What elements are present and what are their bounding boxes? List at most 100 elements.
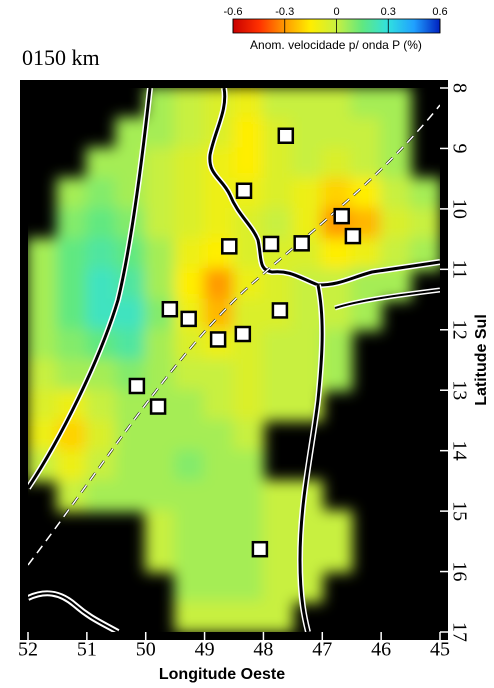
y-tick-label: 16 — [448, 562, 470, 582]
station — [333, 207, 350, 225]
anomaly-cell — [56, 479, 88, 513]
x-tick-label: 48 — [253, 639, 273, 661]
anomaly-cell — [85, 268, 118, 301]
x-tick-label: 50 — [136, 639, 156, 661]
anomaly-cell — [380, 117, 412, 150]
anomaly-cell — [380, 177, 412, 210]
anomaly-cell — [174, 510, 206, 543]
anomaly-cell — [203, 359, 235, 392]
anomaly-cell — [115, 298, 147, 331]
anomaly-cell — [28, 328, 59, 361]
x-tick-label: 49 — [195, 639, 215, 661]
anomaly-cell — [174, 328, 206, 361]
anomaly-cell — [174, 570, 206, 603]
anomaly-cell — [85, 238, 118, 271]
y-tick-label: 9 — [448, 143, 470, 153]
anomaly-cell — [144, 510, 177, 543]
station — [234, 325, 252, 343]
anomaly-cell — [291, 570, 324, 603]
anomaly-cell — [174, 177, 206, 210]
anomaly-cell — [233, 570, 265, 603]
anomaly-cell — [28, 268, 59, 301]
x-tick-label: 46 — [371, 639, 391, 661]
x-tick-label: 45 — [430, 639, 450, 661]
anomaly-cell — [115, 177, 147, 210]
anomaly-cell — [203, 389, 235, 422]
anomaly-field — [28, 88, 440, 632]
station — [221, 238, 238, 255]
border-line — [208, 88, 440, 287]
anomaly-cell — [350, 88, 383, 120]
anomaly-cell — [174, 479, 206, 513]
anomaly-cell — [321, 88, 353, 120]
anomaly-cell — [262, 88, 294, 120]
y-tick-label: 12 — [448, 320, 470, 340]
anomaly-cell — [203, 570, 235, 603]
anomaly-cell — [233, 600, 265, 632]
anomaly-cell — [174, 419, 206, 452]
anomaly-cell — [233, 449, 265, 482]
map-title: 0150 km — [22, 45, 100, 70]
border-line — [298, 284, 324, 632]
colorbar-label: Anom. velocidade p/ onda P (%) — [250, 38, 422, 52]
anomaly-cell — [233, 147, 265, 180]
anomaly-cell — [233, 268, 265, 301]
station — [344, 227, 362, 245]
anomaly-cell — [262, 147, 294, 180]
geographic-lines — [28, 88, 440, 632]
anomaly-cell — [233, 117, 265, 150]
x-tick-label: 52 — [18, 639, 38, 661]
anomaly-cell — [291, 177, 324, 210]
anomaly-cell — [321, 328, 353, 361]
station — [161, 300, 179, 318]
anomaly-cell — [174, 389, 206, 422]
anomaly-cell — [115, 479, 147, 513]
anomaly-cell — [233, 389, 265, 422]
anomaly-cell — [144, 540, 177, 573]
marks — [128, 127, 362, 558]
border-line — [28, 88, 152, 489]
anomaly-cell — [174, 238, 206, 271]
anomaly-cell — [380, 147, 412, 180]
x-axis-label: Longitude Oeste — [159, 666, 285, 683]
anomaly-cell — [409, 177, 440, 210]
anomaly-cell — [144, 419, 177, 452]
colorbar-tick-label: -0.3 — [275, 6, 294, 18]
anomaly-cell — [262, 479, 294, 513]
anomaly-cell — [115, 419, 147, 452]
anomaly-cell — [203, 479, 235, 513]
x-tick-label: 47 — [312, 639, 332, 661]
anomaly-cell — [85, 177, 118, 210]
anomaly-cell — [174, 449, 206, 482]
y-tick-label: 17 — [448, 622, 470, 642]
anomaly-cell — [380, 88, 412, 120]
anomaly-cell — [291, 207, 324, 241]
anomaly-cell — [233, 479, 265, 513]
anomaly-cell — [203, 419, 235, 452]
border-line — [28, 592, 119, 632]
anomaly-cell — [233, 359, 265, 392]
colorbar-tick-label: 0.3 — [381, 6, 396, 18]
anomaly-cell — [291, 510, 324, 543]
anomaly-cell — [262, 177, 294, 210]
anomaly-cell — [262, 207, 294, 241]
anomaly-cell — [174, 600, 206, 632]
anomaly-cell — [174, 88, 206, 120]
anomaly-cell — [56, 328, 88, 361]
anomaly-cell — [262, 328, 294, 361]
anomaly-cell — [56, 298, 88, 331]
y-tick-label: 11 — [448, 260, 470, 279]
anomaly-cell — [321, 510, 353, 543]
anomaly-cell — [321, 359, 353, 392]
anomaly-cell — [115, 449, 147, 482]
anomaly-cell — [233, 419, 265, 452]
anomaly-cell — [203, 540, 235, 573]
y-tick-label: 15 — [448, 501, 470, 521]
station — [209, 331, 227, 348]
y-axis-label: Latitude Sul — [473, 314, 490, 406]
anomaly-cell — [203, 510, 235, 543]
anomaly-cell — [85, 419, 118, 452]
anomaly-cell — [28, 359, 59, 392]
station — [235, 182, 253, 200]
